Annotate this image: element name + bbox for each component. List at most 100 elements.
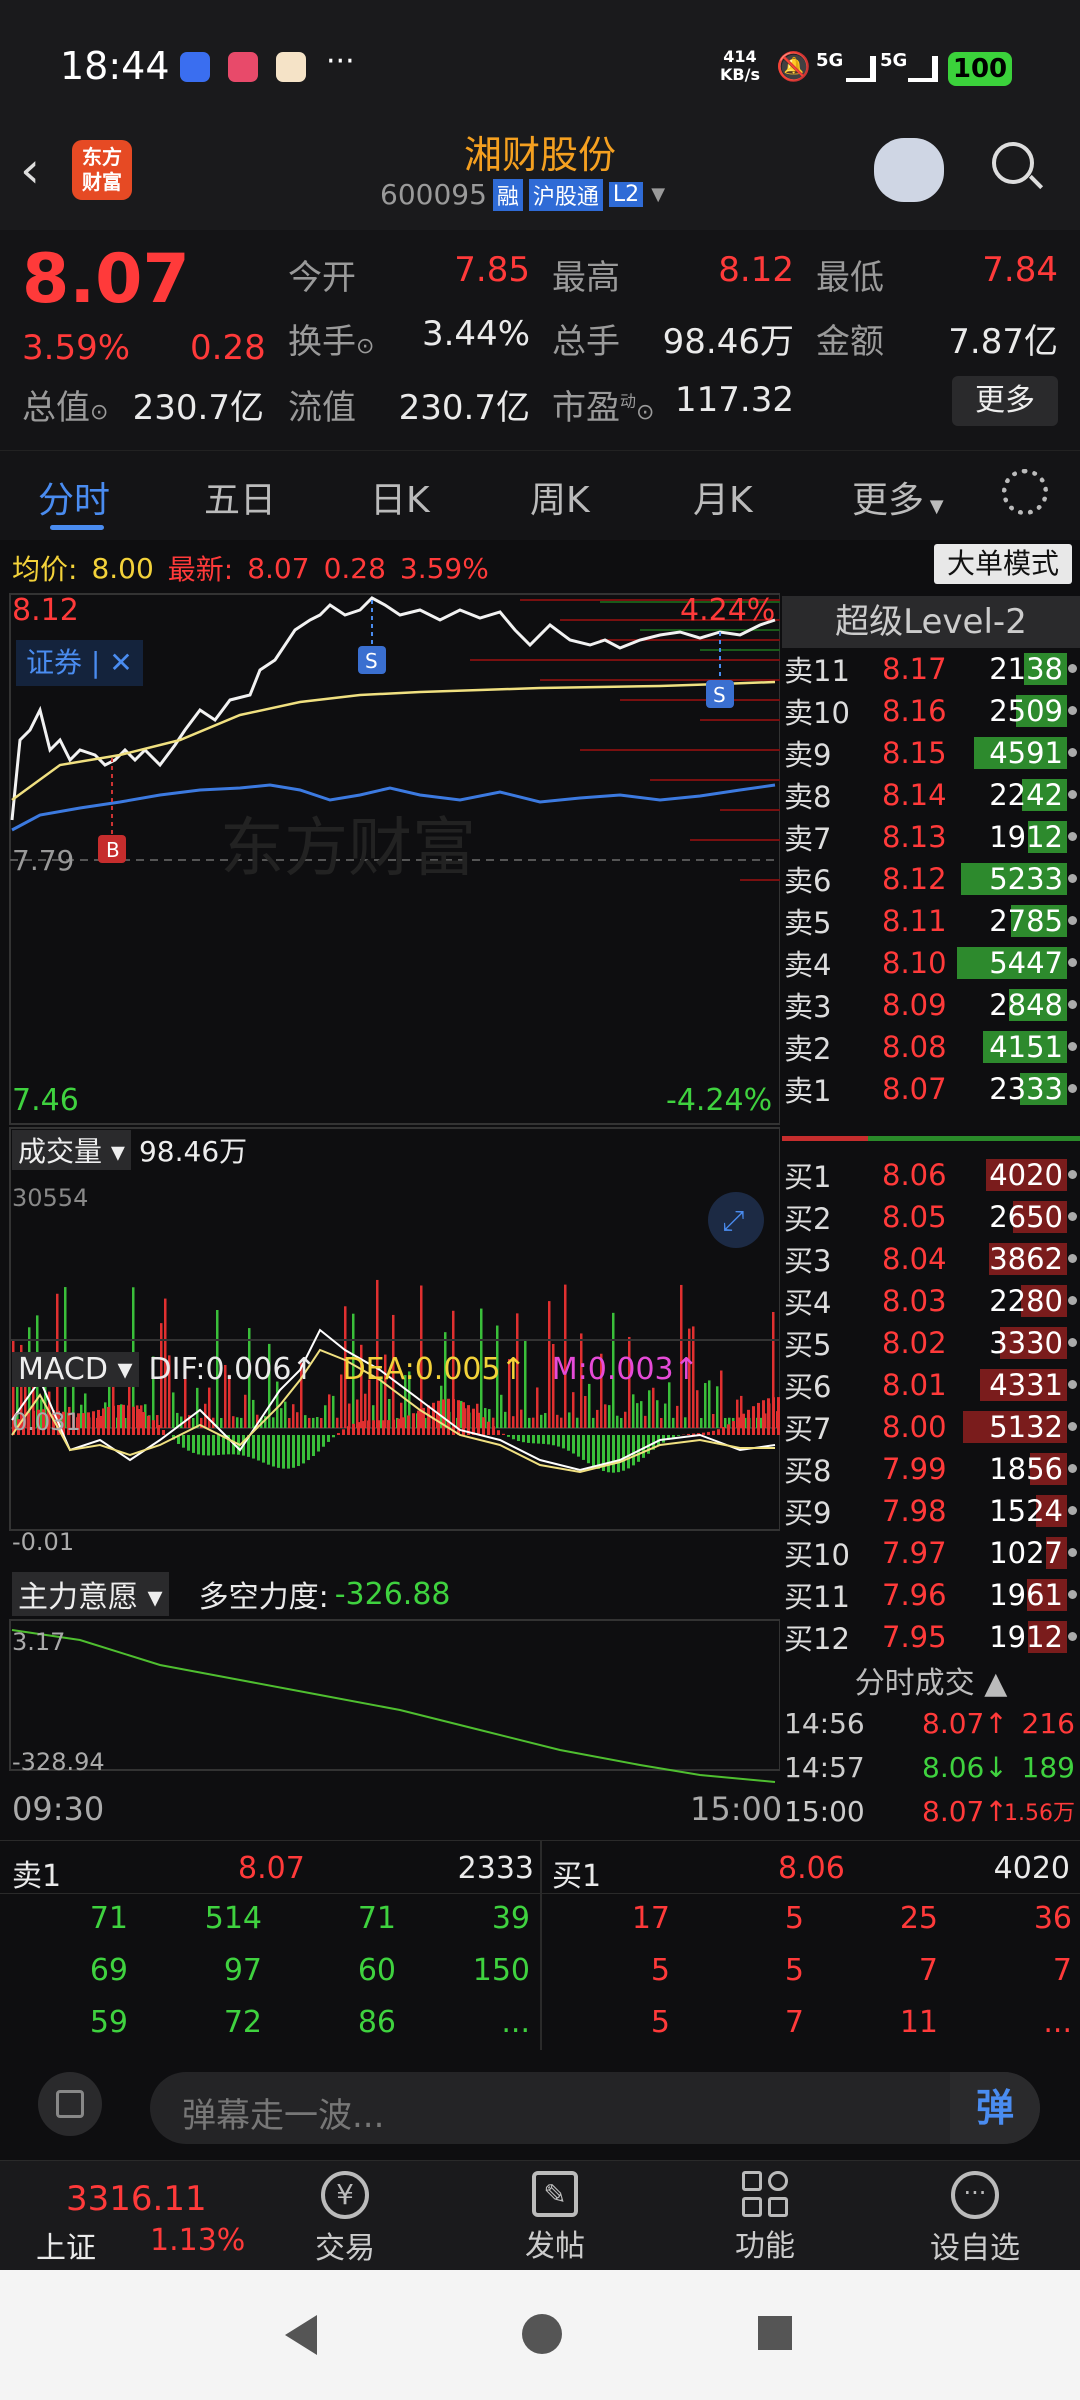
sell-level-5[interactable]: 卖7 8.13 1912 — [782, 816, 1077, 858]
level-dot — [1068, 790, 1077, 799]
tab-more[interactable]: 更多 ▼ — [852, 480, 944, 521]
volume-bar — [1011, 905, 1067, 937]
mktcap-label[interactable]: 总值⊙ — [22, 388, 109, 428]
danmaku-input[interactable]: 弹幕走一波... 弹 — [150, 2072, 1040, 2144]
buy-level-10[interactable]: 买10 7.97 1027 — [782, 1532, 1077, 1574]
stock-code-row[interactable]: 600095 融 沪股通 L2 ▼ — [380, 178, 665, 211]
buy-level-3[interactable]: 买3 8.04 3862 — [782, 1238, 1077, 1280]
ticks-title[interactable]: 分时成交 ▲ — [854, 1666, 1008, 1701]
volume-bar — [1036, 1495, 1067, 1527]
quote-panel: 8.07 3.59% 0.28 今开 7.85 最高 8.12 最低 7.84 … — [0, 230, 1080, 450]
nav-home-icon[interactable] — [522, 2314, 562, 2354]
margin-tag-label: 证券 — [26, 646, 83, 679]
tick-row: 15:00 8.07↑ 1.56万 — [782, 1790, 1077, 1832]
index-value[interactable]: 3316.11 — [66, 2179, 207, 2219]
sell-level-8[interactable]: 卖4 8.10 5447 — [782, 942, 1077, 984]
volume-bar — [1046, 1537, 1067, 1569]
level-volume: 2848 — [989, 988, 1063, 1022]
buy-level-8[interactable]: 买8 7.99 1856 — [782, 1448, 1077, 1490]
nav-recents-icon[interactable] — [758, 2316, 792, 2350]
buy-level-6[interactable]: 买6 8.01 4331 — [782, 1364, 1077, 1406]
search-icon[interactable] — [992, 142, 1044, 192]
signal-bars-2-icon — [908, 56, 938, 82]
buy-level-2[interactable]: 买2 8.05 2650 — [782, 1196, 1077, 1238]
svg-text:B: B — [106, 838, 120, 862]
comment-list-icon[interactable] — [38, 2072, 102, 2136]
pe-label[interactable]: 市盈动⊙ — [552, 388, 655, 428]
level-label: 卖6 — [784, 864, 832, 898]
sell-level-7[interactable]: 卖5 8.11 2785 — [782, 900, 1077, 942]
tab-intraday[interactable]: 分时 — [38, 480, 111, 521]
volume-bar — [986, 1159, 1067, 1191]
level-dot — [1068, 1042, 1077, 1051]
trade-button[interactable]: ¥ 交易 — [300, 2171, 390, 2267]
level-volume: 1912 — [989, 820, 1063, 854]
period-tabs: 分时 五日 日K 周K 月K 更多 ▼ — [0, 450, 1080, 540]
volume-bar — [1016, 695, 1067, 727]
large-order-mode-button[interactable]: 大单模式 — [934, 544, 1072, 584]
svg-text:⤢: ⤢ — [722, 1204, 744, 1237]
tab-weekly-k[interactable]: 周K — [530, 480, 590, 521]
volume-bar — [1021, 1285, 1067, 1317]
main-force-dropdown[interactable]: 主力意愿 ▾ — [12, 1572, 169, 1616]
turnover-label[interactable]: 换手⊙ — [288, 322, 375, 362]
queue-sell-price: 8.07 — [238, 1851, 305, 1886]
danmaku-send-button[interactable]: 弹 — [950, 2072, 1040, 2144]
buy-level-11[interactable]: 买11 7.96 1961 — [782, 1574, 1077, 1616]
margin-tag[interactable]: 证券 | ✕ — [16, 640, 143, 686]
sell-level-10[interactable]: 卖2 8.08 4151 — [782, 1026, 1077, 1068]
settings-gear-icon[interactable] — [1002, 469, 1048, 515]
buy-level-1[interactable]: 买1 8.06 4020 — [782, 1154, 1077, 1196]
volume-bar — [1013, 1201, 1067, 1233]
float-label: 流值 — [288, 388, 356, 428]
buy-level-9[interactable]: 买9 7.98 1524 — [782, 1490, 1077, 1532]
sell-level-1[interactable]: 卖11 8.17 2138 — [782, 648, 1077, 690]
volume-indicator-dropdown[interactable]: 成交量 ▾ — [12, 1130, 131, 1170]
add-watchlist-button[interactable]: ··· 设自选 — [910, 2171, 1040, 2267]
sell-level-9[interactable]: 卖3 8.09 2848 — [782, 984, 1077, 1026]
nav-back-icon[interactable] — [285, 2315, 317, 2355]
sell-level-2[interactable]: 卖10 8.16 2509 — [782, 690, 1077, 732]
sell-level-4[interactable]: 卖8 8.14 2242 — [782, 774, 1077, 816]
sell-level-3[interactable]: 卖9 8.15 4591 — [782, 732, 1077, 774]
order-queue: 卖1 8.07 2333 买1 8.06 4020 71 514 71 39 69 97 6… — [0, 1840, 1080, 2051]
macd-dropdown[interactable]: MACD ▾ — [12, 1352, 139, 1387]
queue-cell: ... — [501, 2005, 530, 2040]
tab-5day[interactable]: 五日 — [204, 480, 277, 521]
pe-value: 117.32 — [675, 380, 794, 420]
dropdown-icon: ▼ — [651, 184, 666, 205]
level-volume: 1524 — [989, 1494, 1063, 1528]
level-volume: 5132 — [989, 1410, 1063, 1444]
buy-level-5[interactable]: 买5 8.02 3330 — [782, 1322, 1077, 1364]
queue-cell: 150 — [472, 1953, 530, 1988]
volume-bar — [974, 737, 1067, 769]
queue-cell: 514 — [204, 1901, 262, 1936]
level2-banner[interactable]: 超级Level-2 — [782, 596, 1080, 648]
functions-button[interactable]: 功能 — [720, 2171, 810, 2265]
open-value: 7.85 — [454, 250, 530, 290]
tab-daily-k[interactable]: 日K — [370, 480, 430, 521]
level-price: 7.99 — [882, 1452, 947, 1486]
grid-icon — [742, 2171, 788, 2217]
y-min-label: 7.46 — [12, 1083, 79, 1118]
buy-level-7[interactable]: 买7 8.00 5132 — [782, 1406, 1077, 1448]
queue-cell: 5 — [784, 1953, 804, 1988]
comment-bar: 弹幕走一波... 弹 — [0, 2050, 1080, 2160]
sell-level-6[interactable]: 卖6 8.12 5233 — [782, 858, 1077, 900]
tab-monthly-k[interactable]: 月K — [693, 480, 753, 521]
level-label: 卖1 — [784, 1074, 832, 1108]
tick-time: 15:00 — [784, 1794, 865, 1828]
index-name: 上证 — [36, 2231, 96, 2266]
level-price: 8.06 — [882, 1158, 947, 1192]
buy-level-12[interactable]: 买12 7.95 1912 — [782, 1616, 1077, 1658]
intraday-chart[interactable]: 东方财富 B S S 8.12 4.24% 7.79 7.46 -4.24% 3… — [0, 590, 780, 1840]
latest-value: 8.07 — [247, 551, 310, 585]
level-dot — [1068, 1548, 1077, 1557]
robot-assistant-icon[interactable] — [874, 138, 944, 202]
macd-top-label: 0.031 — [12, 1408, 81, 1436]
buy-level-4[interactable]: 买4 8.03 2280 — [782, 1280, 1077, 1322]
back-button[interactable]: ‹ — [20, 141, 40, 199]
sell-level-11[interactable]: 卖1 8.07 2333 — [782, 1068, 1077, 1110]
post-button[interactable]: ✎ 发帖 — [510, 2171, 600, 2265]
more-button[interactable]: 更多 — [952, 376, 1058, 426]
